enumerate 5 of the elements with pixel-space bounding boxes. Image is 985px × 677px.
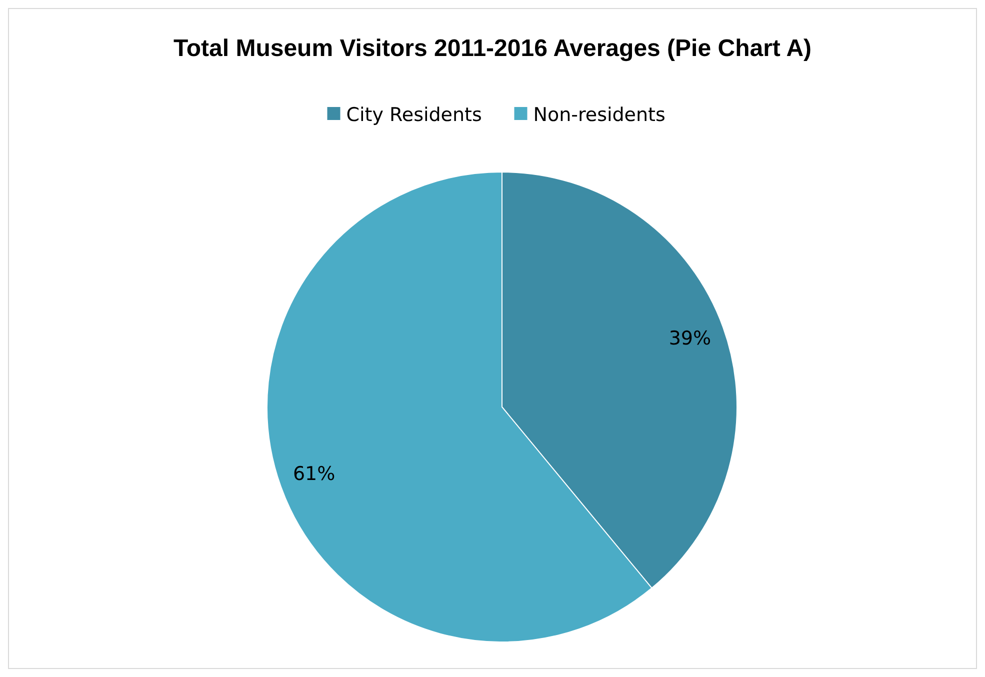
data-label: 61% bbox=[292, 462, 336, 485]
legend-label: City Residents bbox=[346, 104, 482, 126]
chart-title: Total Museum Visitors 2011-2016 Averages (Pie Chart A) bbox=[173, 35, 812, 62]
data-label: 39% bbox=[668, 328, 712, 350]
legend-label: Non-residents bbox=[533, 104, 666, 126]
